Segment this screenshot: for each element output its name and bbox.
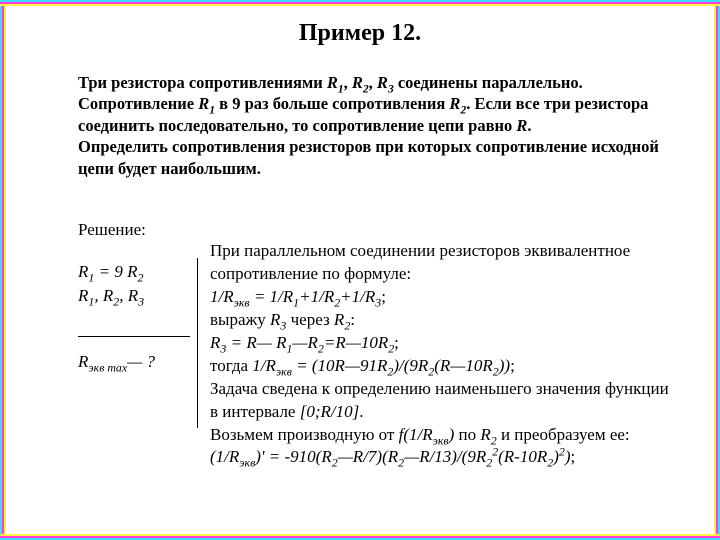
given-find: Rэкв max— ? <box>78 350 198 374</box>
var-r2: R2 <box>352 73 369 92</box>
vertical-rule <box>197 258 198 428</box>
border-top <box>0 0 720 6</box>
sol-p1: При параллельном соединении резисторов э… <box>210 241 630 283</box>
var-r1: R1 <box>327 73 344 92</box>
sol-f1: 1/Rэкв = 1/R1+1/R2+1/R3 <box>210 287 381 306</box>
sol-f3: 1/Rэкв = (10R—91R2)/(9R2(R—10R2)) <box>252 356 510 375</box>
sol-f2: R3 = R— R1—R2=R—10R2 <box>210 333 394 352</box>
horizontal-rule <box>78 336 190 337</box>
solution-label: Решение: <box>78 220 146 240</box>
slide: Пример 12. Три резистора сопротивлениями… <box>0 0 720 540</box>
var-r3: R3 <box>377 73 394 92</box>
given-block: R1 = 9 R2 R1, R2, R3 Rэкв max— ? <box>78 260 198 373</box>
given-eq1: R1 = 9 R2 <box>78 260 198 284</box>
problem-question: Определить сопротивления резисторов при … <box>78 137 659 177</box>
solution-body: При параллельном соединении резисторов э… <box>210 240 670 469</box>
problem-statement: Три резистора сопротивлениями R1, R2, R3… <box>78 72 660 179</box>
given-eq2: R1, R2, R3 <box>78 284 198 308</box>
border-bottom <box>0 534 720 540</box>
problem-text: Три резистора сопротивлениями <box>78 73 327 92</box>
border-left <box>0 0 6 540</box>
sol-f4: (1/Rэкв)' = -910(R2—R/7)(R2—R/13)/(9R22(… <box>210 447 570 466</box>
border-right <box>714 0 720 540</box>
slide-title: Пример 12. <box>0 20 720 47</box>
